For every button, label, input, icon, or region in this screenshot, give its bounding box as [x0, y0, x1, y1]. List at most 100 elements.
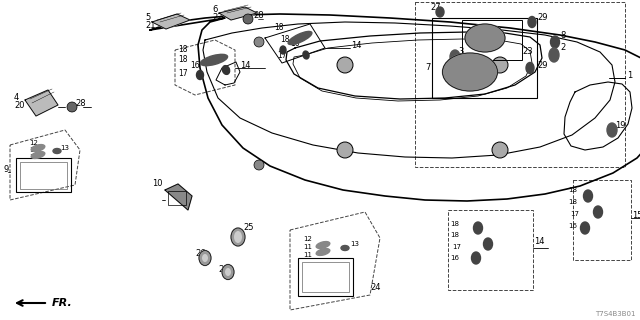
Text: 14: 14 — [534, 237, 545, 246]
Text: 14: 14 — [240, 60, 250, 69]
Ellipse shape — [200, 54, 228, 66]
Text: T7S4B3B01: T7S4B3B01 — [595, 311, 636, 317]
Ellipse shape — [231, 228, 245, 246]
Ellipse shape — [222, 265, 234, 279]
Text: 17: 17 — [277, 51, 287, 60]
Ellipse shape — [580, 222, 589, 234]
Bar — [16, 158, 71, 192]
Circle shape — [337, 142, 353, 158]
Ellipse shape — [234, 231, 242, 243]
Polygon shape — [25, 90, 58, 116]
Text: 29: 29 — [537, 13, 547, 22]
Polygon shape — [219, 7, 257, 20]
Ellipse shape — [465, 24, 505, 52]
Text: 11: 11 — [29, 154, 38, 160]
Ellipse shape — [222, 66, 230, 74]
Text: 7: 7 — [425, 63, 430, 73]
Text: 27: 27 — [430, 4, 440, 12]
Text: 19: 19 — [615, 121, 625, 130]
Bar — [462, 20, 522, 60]
Ellipse shape — [31, 152, 45, 158]
Text: 17: 17 — [178, 69, 188, 78]
Text: 26: 26 — [195, 249, 205, 258]
Text: 18: 18 — [568, 187, 577, 193]
Ellipse shape — [442, 53, 497, 91]
Ellipse shape — [316, 242, 330, 248]
Bar — [298, 258, 353, 296]
Text: 17: 17 — [452, 244, 461, 250]
Ellipse shape — [202, 254, 208, 262]
Text: 16: 16 — [450, 255, 459, 261]
Bar — [415, 2, 625, 167]
Ellipse shape — [53, 148, 61, 154]
Text: 16: 16 — [568, 223, 577, 229]
Text: 5: 5 — [145, 13, 150, 22]
Text: 6: 6 — [212, 4, 218, 13]
Bar — [168, 191, 186, 205]
Circle shape — [67, 102, 77, 112]
Text: 8: 8 — [560, 30, 565, 39]
Circle shape — [492, 57, 508, 73]
Text: 18: 18 — [450, 221, 459, 227]
Bar — [432, 18, 537, 98]
Text: FR.: FR. — [52, 298, 73, 308]
Ellipse shape — [472, 252, 481, 264]
Text: 13: 13 — [60, 145, 69, 151]
Polygon shape — [165, 184, 192, 210]
Text: 11: 11 — [303, 244, 312, 250]
Text: 1: 1 — [627, 70, 632, 79]
Text: 16: 16 — [190, 60, 200, 69]
Text: 24: 24 — [370, 284, 381, 292]
Text: 22: 22 — [212, 12, 223, 21]
Circle shape — [492, 142, 508, 158]
Ellipse shape — [436, 7, 444, 17]
Circle shape — [254, 160, 264, 170]
Ellipse shape — [341, 245, 349, 251]
Text: 14: 14 — [351, 41, 362, 50]
Text: 11: 11 — [29, 147, 38, 153]
Ellipse shape — [450, 50, 460, 64]
Text: 21: 21 — [145, 21, 156, 30]
Text: 11: 11 — [303, 252, 312, 258]
Ellipse shape — [303, 51, 309, 59]
Bar — [20, 162, 67, 189]
Bar — [302, 262, 349, 292]
Text: 18: 18 — [178, 45, 188, 54]
Text: 10: 10 — [152, 179, 163, 188]
Bar — [573, 180, 631, 260]
Ellipse shape — [483, 238, 493, 250]
Ellipse shape — [584, 190, 593, 202]
Ellipse shape — [196, 70, 204, 79]
Ellipse shape — [526, 62, 534, 74]
Text: 18: 18 — [178, 55, 188, 65]
Ellipse shape — [316, 249, 330, 255]
Text: 3: 3 — [458, 46, 463, 55]
Text: 17: 17 — [570, 211, 579, 217]
Text: 29: 29 — [537, 60, 547, 69]
Text: 12: 12 — [29, 140, 38, 146]
Ellipse shape — [549, 48, 559, 62]
Text: 23: 23 — [522, 47, 532, 57]
Ellipse shape — [607, 123, 617, 137]
Ellipse shape — [199, 251, 211, 266]
Text: 25: 25 — [243, 223, 253, 233]
Text: 13: 13 — [350, 241, 359, 247]
Ellipse shape — [474, 222, 483, 234]
Text: 18: 18 — [280, 36, 289, 44]
Ellipse shape — [593, 206, 602, 218]
Ellipse shape — [288, 31, 312, 44]
Text: 4: 4 — [14, 92, 19, 101]
Text: 18: 18 — [450, 232, 459, 238]
Circle shape — [254, 37, 264, 47]
Ellipse shape — [528, 17, 536, 28]
Text: 16: 16 — [290, 39, 300, 49]
Text: 26: 26 — [218, 266, 228, 275]
Ellipse shape — [550, 36, 559, 48]
Ellipse shape — [225, 268, 231, 276]
Ellipse shape — [280, 46, 286, 54]
Circle shape — [337, 57, 353, 73]
Bar — [448, 210, 533, 290]
Ellipse shape — [31, 145, 45, 151]
Text: 18: 18 — [568, 199, 577, 205]
Text: 2: 2 — [560, 44, 565, 52]
